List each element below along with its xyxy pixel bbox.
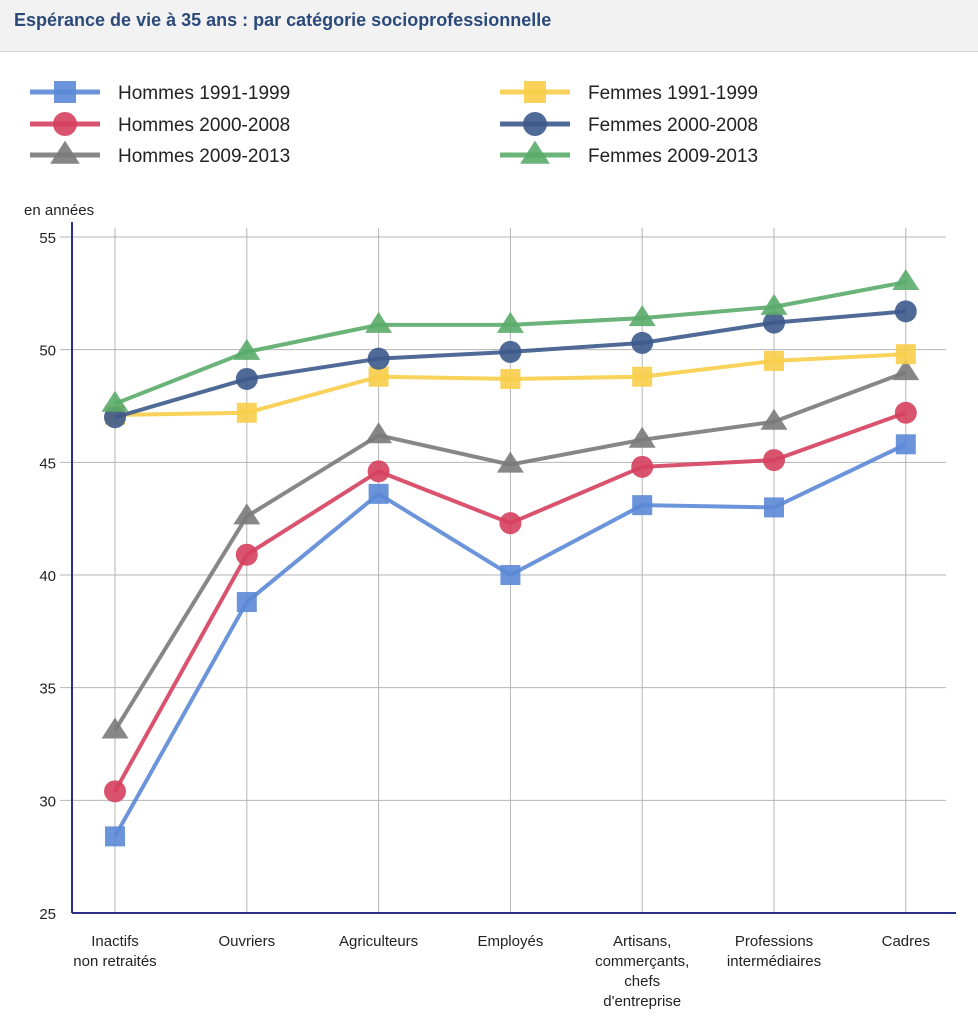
data-point-triangle [892,269,920,291]
data-point-triangle [365,311,393,333]
data-point-square [632,495,653,516]
y-tick-label: 25 [39,906,56,923]
legend-label: Femmes 2009-2013 [588,146,758,167]
data-point-circle [894,300,917,323]
data-point-triangle [628,305,656,327]
data-point-circle [631,331,654,354]
legend-marker-square [54,81,76,103]
y-tick-label: 50 [39,343,56,360]
data-point-triangle [233,338,261,360]
y-tick-label: 40 [39,568,56,585]
series-1 [105,434,916,847]
data-point-circle [499,512,522,535]
data-point-square [368,366,389,387]
data-point-circle [631,455,654,478]
data-point-triangle [496,311,524,333]
legend-label: Femmes 2000-2008 [588,115,758,136]
data-point-circle [499,340,522,363]
data-point-square [764,497,784,518]
legend-marker-circle [53,112,77,136]
data-point-square [895,434,916,455]
data-point-triangle [233,503,261,525]
data-point-square [500,565,521,585]
data-point-square [895,344,916,365]
data-point-square [368,483,389,504]
series-6 [101,269,920,412]
y-tick-label: 45 [39,455,56,472]
chart-title: Espérance de vie à 35 ans : par catégori… [14,10,552,30]
x-tick-label: Ouvriers [218,933,275,950]
legend-label: Hommes 2000-2008 [118,115,290,136]
legend-item: Hommes 2000-2008 [30,112,290,136]
x-tick-label: Employés [477,933,543,950]
data-point-square [632,366,653,387]
legend-label: Hommes 2009-2013 [118,146,290,167]
legend-item: Femmes 2000-2008 [500,112,758,136]
data-point-square [764,350,784,371]
legend-marker-square [524,81,546,103]
y-tick-label: 30 [39,793,56,810]
x-tick-label: Agriculteurs [339,933,418,950]
series-group [101,269,920,847]
series-3 [101,359,920,739]
data-point-triangle [365,422,393,444]
legend-item: Hommes 1991-1999 [30,81,290,104]
legend-marker-circle [523,112,547,136]
data-point-square [236,592,257,613]
legend-item: Femmes 2009-2013 [500,140,758,167]
legend-label: Hommes 1991-1999 [118,83,290,104]
data-point-circle [763,311,785,334]
data-point-square [236,402,257,423]
series-2 [104,401,917,803]
data-point-circle [235,367,258,390]
data-point-triangle [496,451,524,473]
chart-header: Espérance de vie à 35 ans : par catégori… [0,0,978,52]
x-tick-label: Artisans, commerçants, chefs d'entreprise [595,933,689,1010]
data-point-triangle [101,717,129,739]
data-point-circle [367,347,390,370]
x-tick-label: Inactifs non retraités [73,933,156,970]
data-point-circle [104,406,126,429]
x-tick-label: Cadres [882,933,930,950]
data-point-circle [235,543,258,566]
series-5 [104,300,917,429]
y-tick-label: 55 [39,230,56,247]
data-point-triangle [101,390,129,412]
y-axis-label: en années [24,202,94,219]
x-tick-label: Professions intermédiaires [727,933,821,970]
legend: Hommes 1991-1999 Hommes 2000-2008 Hommes 2… [30,81,758,167]
data-point-circle [104,780,126,803]
data-point-circle [367,460,390,483]
legend-label: Femmes 1991-1999 [588,83,758,104]
legend-marker-triangle [520,140,550,164]
data-point-square [500,368,521,389]
legend-marker-triangle [50,140,80,164]
axes: 25 30 35 40 45 50 55 Inactifs non retraités Ouvri… [39,222,956,1010]
data-point-triangle [892,359,920,381]
legend-item: Femmes 1991-1999 [500,81,758,104]
data-point-circle [894,401,917,424]
life-expectancy-chart: Hommes 1991-1999 Hommes 2000-2008 Hommes 2… [24,81,956,1010]
data-point-triangle [760,408,788,430]
data-point-circle [763,449,785,472]
data-point-square [105,826,125,847]
data-point-triangle [760,293,788,315]
data-point-triangle [628,426,656,448]
y-tick-label: 35 [39,681,56,698]
legend-item: Hommes 2009-2013 [30,140,290,167]
